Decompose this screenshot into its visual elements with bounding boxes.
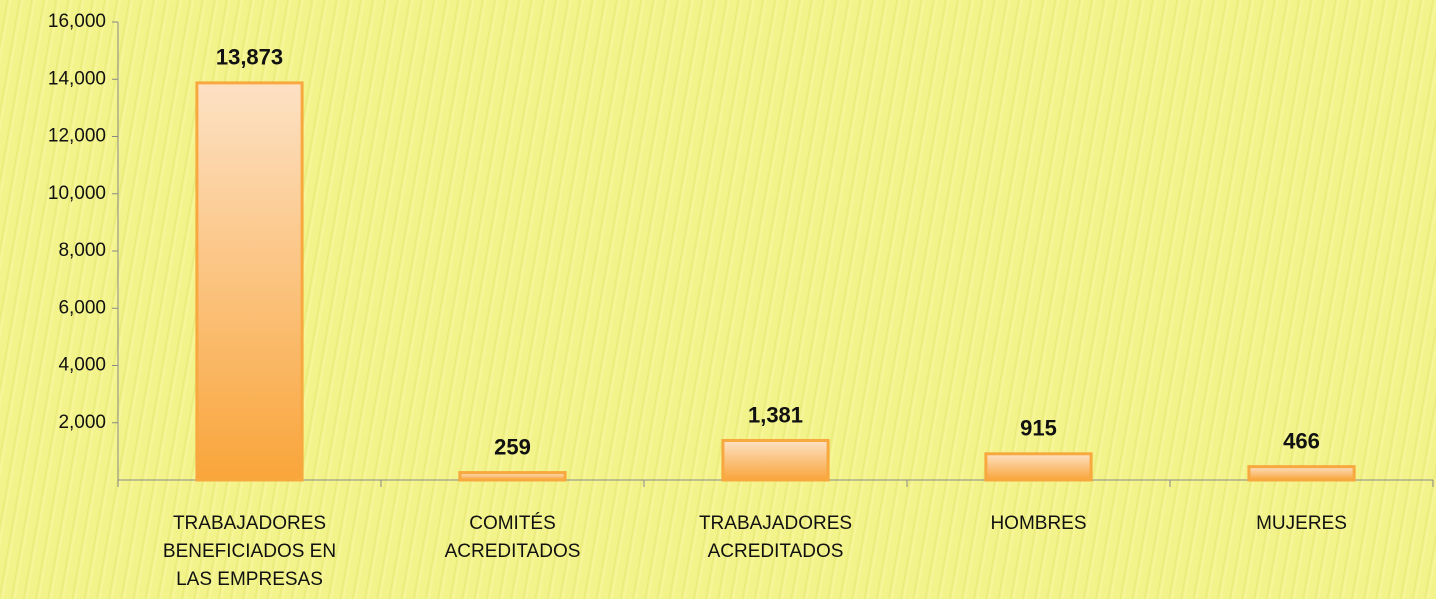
y-tick-label: 4,000 [58, 355, 106, 376]
data-label: 915 [1020, 416, 1057, 441]
x-tick-label: MUJERES [1256, 513, 1347, 534]
y-tick-label: 14,000 [48, 68, 106, 89]
x-tick-label: TRABAJADORES BENEFICIADOS EN LAS EMPRESA… [162, 513, 337, 590]
data-label: 1,381 [748, 402, 803, 427]
bar [1247, 465, 1356, 482]
y-tick-label: 16,000 [48, 11, 106, 32]
y-tick-label: 2,000 [58, 412, 106, 433]
y-tick-label: 12,000 [48, 126, 106, 147]
data-label: 466 [1283, 428, 1320, 453]
y-tick-label: 6,000 [58, 297, 106, 318]
bar [195, 81, 304, 482]
x-tick-label: HOMBRES [990, 513, 1087, 534]
y-tick-label: 10,000 [48, 183, 106, 204]
bar [721, 438, 830, 482]
bar [984, 452, 1093, 482]
x-tick-label: COMITÉS ACREDITADOS [444, 513, 581, 562]
y-tick-label: 8,000 [58, 240, 106, 261]
x-tick-label: TRABAJADORES ACREDITADOS [698, 513, 853, 562]
bar [458, 471, 567, 482]
data-label: 13,873 [216, 45, 283, 70]
data-label: 259 [494, 434, 531, 459]
